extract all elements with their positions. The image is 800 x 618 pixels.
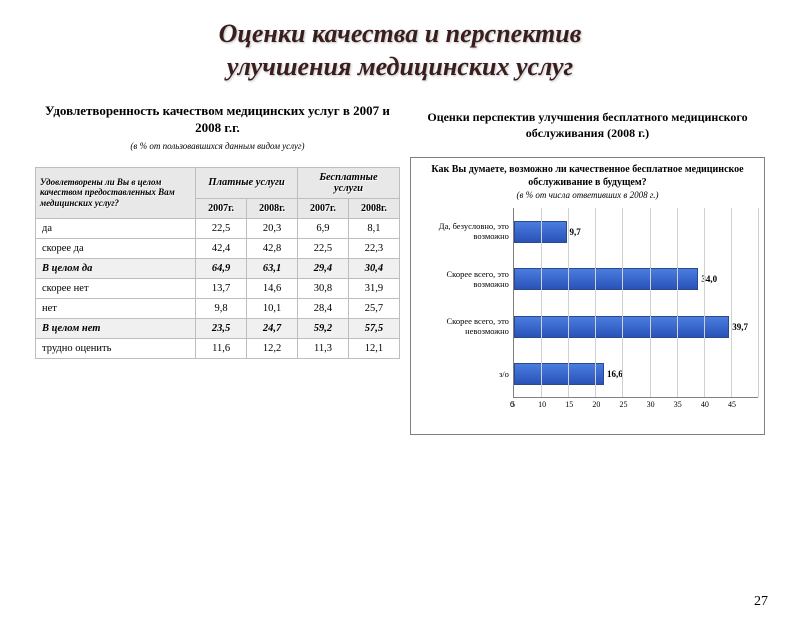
x-tick: 5 bbox=[511, 400, 541, 409]
table-row: В целом нет23,524,759,257,5 bbox=[36, 318, 400, 338]
grid-line bbox=[677, 208, 678, 397]
table-row: нет9,810,128,425,7 bbox=[36, 298, 400, 318]
bar-value-label: 16,6 bbox=[607, 369, 623, 379]
grid-line bbox=[595, 208, 596, 397]
content-row: Удовлетворенность качеством медицинских … bbox=[0, 103, 800, 435]
bar-value-label: 9,7 bbox=[570, 227, 581, 237]
cell: 11,3 bbox=[298, 338, 349, 358]
cell: 59,2 bbox=[298, 318, 349, 338]
cell: 57,5 bbox=[348, 318, 399, 338]
cell: 14,6 bbox=[247, 278, 298, 298]
right-heading: Оценки перспектив улучшения бесплатного … bbox=[410, 109, 765, 141]
row-label: В целом нет bbox=[36, 318, 196, 338]
grid-line bbox=[704, 208, 705, 397]
y-axis-labels: Да, безусловно, это возможноСкорее всего… bbox=[417, 208, 513, 398]
grid-line bbox=[541, 208, 542, 397]
grid-line bbox=[622, 208, 623, 397]
table-group-free: Бесплатные услуги bbox=[298, 167, 400, 198]
cell: 22,5 bbox=[298, 238, 349, 258]
y-label: з/о bbox=[417, 351, 513, 399]
cell: 30,4 bbox=[348, 258, 399, 278]
cell: 42,8 bbox=[247, 238, 298, 258]
row-label: да bbox=[36, 218, 196, 238]
cell: 28,4 bbox=[298, 298, 349, 318]
row-label: нет bbox=[36, 298, 196, 318]
x-tick: 40 bbox=[701, 400, 731, 409]
cell: 6,9 bbox=[298, 218, 349, 238]
bar: 16,6 bbox=[514, 363, 604, 385]
table-row: скорее да42,442,822,522,3 bbox=[36, 238, 400, 258]
bar-chart: Как Вы думаете, возможно ли качественное… bbox=[410, 157, 765, 435]
table-row: В целом да64,963,129,430,4 bbox=[36, 258, 400, 278]
cell: 22,3 bbox=[348, 238, 399, 258]
grid-line bbox=[650, 208, 651, 397]
cell: 13,7 bbox=[196, 278, 247, 298]
grid-line bbox=[568, 208, 569, 397]
table-row: скорее нет13,714,630,831,9 bbox=[36, 278, 400, 298]
left-heading: Удовлетворенность качеством медицинских … bbox=[35, 103, 400, 137]
chart-title: Как Вы думаете, возможно ли качественное… bbox=[417, 164, 758, 189]
cell: 9,8 bbox=[196, 298, 247, 318]
cell: 10,1 bbox=[247, 298, 298, 318]
cell: 23,5 bbox=[196, 318, 247, 338]
left-column: Удовлетворенность качеством медицинских … bbox=[35, 103, 400, 435]
x-tick: 25 bbox=[619, 400, 649, 409]
bar-row: 9,7 bbox=[514, 208, 758, 255]
cell: 24,7 bbox=[247, 318, 298, 338]
y-label: Скорее всего, это возможно bbox=[417, 256, 513, 304]
title-line-1: Оценки качества и перспектив bbox=[219, 19, 582, 48]
bar-row: 16,6 bbox=[514, 350, 758, 397]
table-year-2: 2007г. bbox=[298, 198, 349, 218]
plot-area: Да, безусловно, это возможноСкорее всего… bbox=[417, 208, 758, 398]
grid-line bbox=[731, 208, 732, 397]
row-label: В целом да bbox=[36, 258, 196, 278]
title-line-2: улучшения медицинских услуг bbox=[227, 52, 573, 81]
cell: 25,7 bbox=[348, 298, 399, 318]
table-row: да22,520,36,98,1 bbox=[36, 218, 400, 238]
x-tick: 30 bbox=[647, 400, 677, 409]
data-table: Удовлетворены ли Вы в целом качеством пр… bbox=[35, 167, 400, 359]
cell: 11,6 bbox=[196, 338, 247, 358]
left-note: (в % от пользовавшихся данным видом услу… bbox=[35, 141, 400, 151]
cell: 12,1 bbox=[348, 338, 399, 358]
row-label: скорее нет bbox=[36, 278, 196, 298]
cell: 29,4 bbox=[298, 258, 349, 278]
x-tick: 20 bbox=[592, 400, 622, 409]
grid-line bbox=[758, 208, 759, 397]
cell: 30,8 bbox=[298, 278, 349, 298]
bars-layer: 9,7 34,0 39,7 16,6 bbox=[514, 208, 758, 397]
y-label: Скорее всего, это невозможно bbox=[417, 303, 513, 351]
page-title: Оценки качества и перспектив улучшения м… bbox=[0, 18, 800, 83]
cell: 8,1 bbox=[348, 218, 399, 238]
table-row: трудно оценить11,612,211,312,1 bbox=[36, 338, 400, 358]
x-axis: 051015202530354045 bbox=[513, 400, 758, 409]
bar-row: 39,7 bbox=[514, 303, 758, 350]
bar-row: 34,0 bbox=[514, 256, 758, 303]
cell: 63,1 bbox=[247, 258, 298, 278]
x-tick: 35 bbox=[674, 400, 704, 409]
x-tick: 10 bbox=[538, 400, 568, 409]
table-group-paid: Платные услуги bbox=[196, 167, 298, 198]
chart-subtitle: (в % от числа ответивших в 2008 г.) bbox=[417, 190, 758, 200]
cell: 64,9 bbox=[196, 258, 247, 278]
cell: 42,4 bbox=[196, 238, 247, 258]
x-tick: 15 bbox=[565, 400, 595, 409]
cell: 22,5 bbox=[196, 218, 247, 238]
cell: 20,3 bbox=[247, 218, 298, 238]
bar-value-label: 39,7 bbox=[732, 322, 748, 332]
table-stub-header: Удовлетворены ли Вы в целом качеством пр… bbox=[36, 167, 196, 218]
table-year-0: 2007г. bbox=[196, 198, 247, 218]
x-tick: 45 bbox=[728, 400, 758, 409]
table-year-1: 2008г. bbox=[247, 198, 298, 218]
table-body: да22,520,36,98,1скорее да42,442,822,522,… bbox=[36, 218, 400, 358]
plot: 9,7 34,0 39,7 16,6 bbox=[513, 208, 758, 398]
row-label: трудно оценить bbox=[36, 338, 196, 358]
cell: 12,2 bbox=[247, 338, 298, 358]
page-number: 27 bbox=[754, 594, 768, 610]
y-label: Да, безусловно, это возможно bbox=[417, 208, 513, 256]
row-label: скорее да bbox=[36, 238, 196, 258]
cell: 31,9 bbox=[348, 278, 399, 298]
right-column: Оценки перспектив улучшения бесплатного … bbox=[410, 103, 765, 435]
table-year-3: 2008г. bbox=[348, 198, 399, 218]
